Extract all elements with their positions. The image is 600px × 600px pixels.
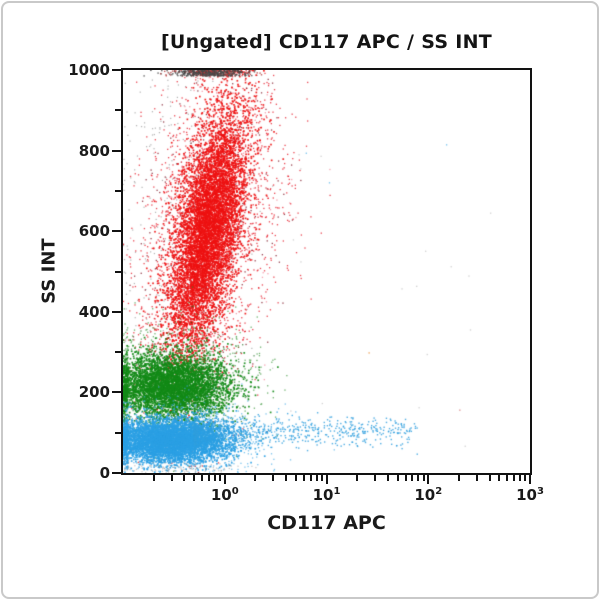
- y-tick-label: 800: [78, 141, 110, 160]
- x-major-tick: [223, 475, 226, 484]
- y-tick-label: 0: [99, 464, 110, 482]
- x-tick-label: 102: [414, 486, 443, 504]
- x-minor-tick: [272, 475, 275, 481]
- x-minor-tick: [513, 475, 516, 481]
- x-tick-label: 101: [312, 486, 341, 504]
- x-minor-tick: [294, 475, 297, 481]
- y-minor-tick: [115, 189, 121, 192]
- y-tick-label: 400: [78, 302, 110, 321]
- x-minor-tick: [422, 475, 425, 481]
- scatter-dots-canvas: [123, 70, 530, 473]
- x-minor-tick: [506, 475, 509, 481]
- x-major-tick: [325, 475, 328, 484]
- x-major-tick: [529, 475, 531, 484]
- x-minor-tick: [457, 475, 460, 481]
- x-minor-tick: [374, 475, 377, 481]
- x-minor-tick: [386, 475, 389, 481]
- x-minor-tick: [320, 475, 323, 481]
- y-major-tick: [112, 230, 121, 233]
- x-minor-tick: [411, 475, 414, 481]
- y-tick-label: 200: [78, 383, 110, 402]
- x-minor-tick: [207, 475, 210, 481]
- y-major-tick: [112, 69, 121, 71]
- y-major-tick: [112, 472, 121, 474]
- x-minor-tick: [315, 475, 318, 481]
- y-axis-label: SS INT: [38, 238, 60, 304]
- y-minor-tick: [115, 109, 121, 112]
- y-tick-label: 1000: [68, 61, 110, 79]
- x-tick-label: 100: [210, 486, 239, 504]
- x-minor-tick: [309, 475, 312, 481]
- x-minor-tick: [396, 475, 399, 481]
- x-minor-tick: [519, 475, 522, 481]
- x-minor-tick: [498, 475, 501, 481]
- x-minor-tick: [285, 475, 287, 481]
- y-minor-tick: [115, 431, 121, 434]
- x-minor-tick: [213, 475, 216, 481]
- x-minor-tick: [201, 475, 204, 481]
- x-minor-tick: [254, 475, 257, 481]
- plot-axes-box: [121, 68, 532, 475]
- x-minor-tick: [302, 475, 305, 481]
- x-axis-label: CD117 APC: [267, 512, 386, 534]
- x-minor-tick: [193, 475, 196, 481]
- y-minor-tick: [115, 351, 121, 354]
- y-major-tick: [112, 391, 121, 394]
- x-minor-tick: [356, 475, 359, 481]
- plot-title: [Ungated] CD117 APC / SS INT: [160, 31, 493, 53]
- x-minor-tick: [183, 475, 186, 481]
- y-major-tick: [112, 149, 121, 152]
- x-minor-tick: [404, 475, 407, 481]
- x-minor-tick: [170, 475, 173, 481]
- y-minor-tick: [115, 270, 121, 273]
- x-minor-tick: [475, 475, 478, 481]
- x-minor-tick: [152, 475, 155, 481]
- x-tick-label: 103: [516, 486, 544, 504]
- y-major-tick: [112, 310, 121, 313]
- x-minor-tick: [417, 475, 420, 481]
- x-minor-tick: [219, 475, 222, 481]
- x-minor-tick: [488, 475, 491, 481]
- x-minor-tick: [524, 475, 527, 481]
- y-tick-label: 600: [78, 222, 110, 241]
- x-major-tick: [427, 475, 430, 484]
